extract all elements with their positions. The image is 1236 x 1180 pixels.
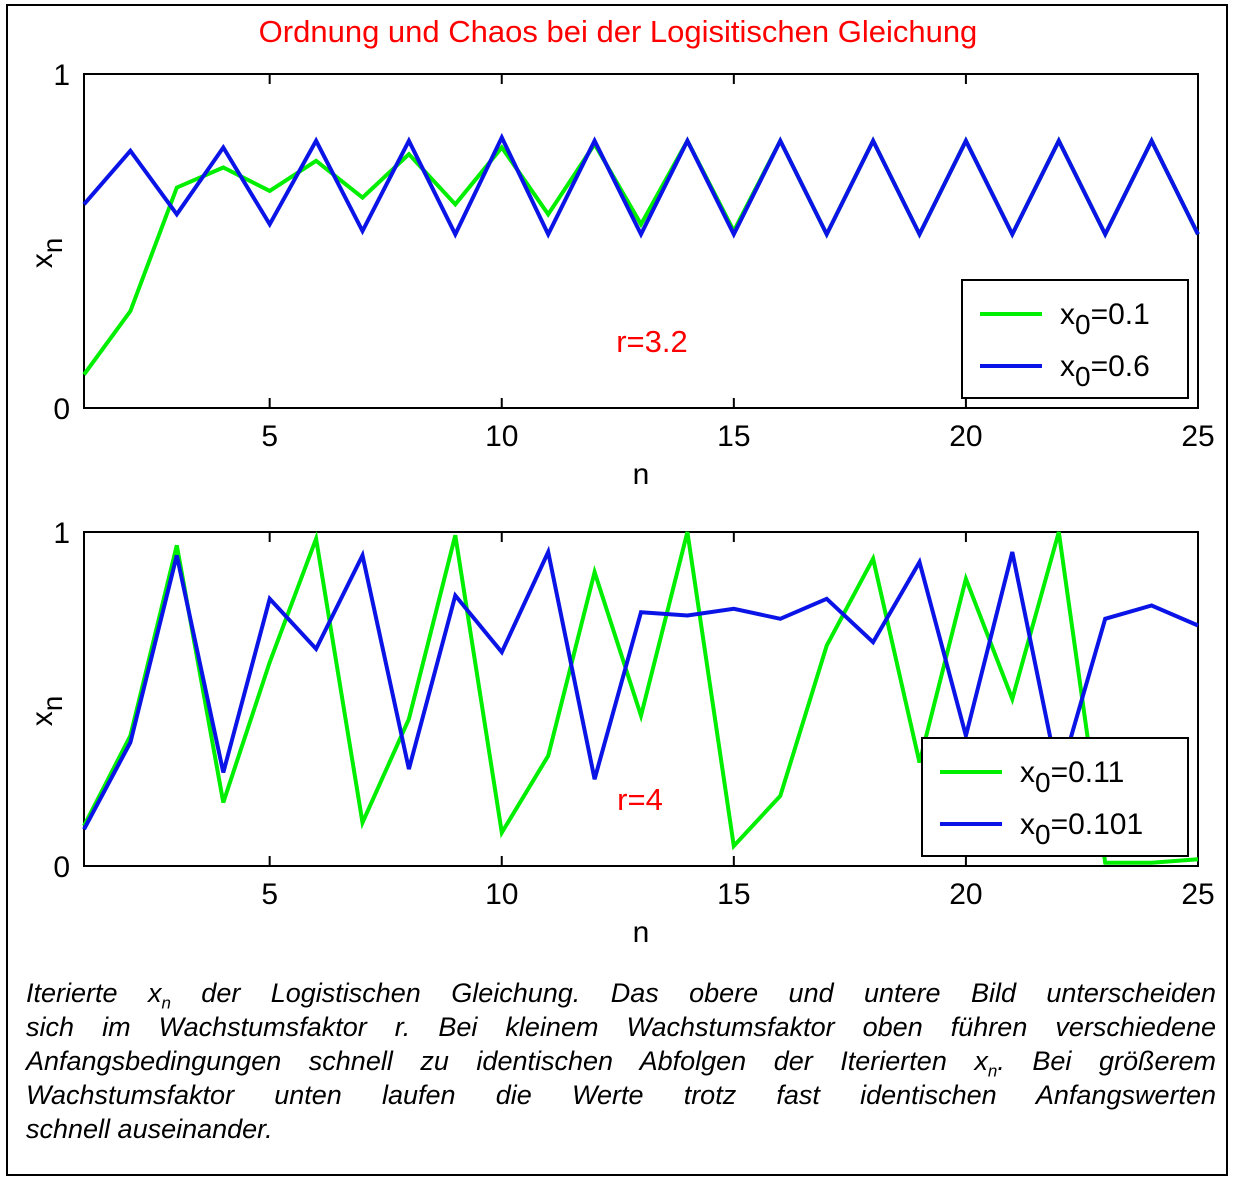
legend-box bbox=[961, 279, 1189, 399]
x-tick-label: 5 bbox=[261, 420, 278, 453]
figure-caption: Iterierte xn der Logistischen Gleichung.… bbox=[26, 976, 1216, 1146]
series-line-2 bbox=[82, 545, 1199, 831]
caption-line: schnell auseinander. bbox=[26, 1114, 273, 1144]
y-tick-label: 1 bbox=[53, 59, 70, 92]
caption-line: Iterierte xn der Logistischen Gleichung.… bbox=[26, 978, 1216, 1013]
x-axis-label: n bbox=[633, 458, 650, 491]
caption-line: Anfangsbedingungen schnell zu identische… bbox=[26, 1046, 1217, 1081]
series-line-1 bbox=[82, 530, 1199, 865]
x-tick-label: 20 bbox=[949, 420, 982, 453]
x-tick-label: 25 bbox=[1181, 420, 1214, 453]
x-axis-label: n bbox=[633, 916, 650, 949]
legend-box bbox=[921, 737, 1189, 857]
y-axis-label: xn bbox=[26, 696, 68, 727]
x-tick-label: 10 bbox=[485, 878, 518, 911]
legend-label-1: x0=0.1 bbox=[1060, 298, 1150, 340]
plot-area-frame bbox=[83, 73, 1199, 409]
x-tick-label: 10 bbox=[485, 420, 518, 453]
plot-area-frame bbox=[83, 531, 1199, 867]
x-tick-label: 20 bbox=[949, 878, 982, 911]
figure-frame bbox=[6, 4, 1228, 1176]
x-tick-label: 15 bbox=[717, 420, 750, 453]
caption-line: Wachstumsfaktor unten laufen die Werte t… bbox=[26, 1080, 1216, 1110]
legend-label-2: x0=0.101 bbox=[1020, 808, 1143, 850]
figure-title: Ordnung und Chaos bei der Logisitischen … bbox=[258, 14, 978, 49]
caption-line: sich im Wachstumsfaktor r. Bei kleinem W… bbox=[26, 1012, 1216, 1042]
r-annotation: r=3.2 bbox=[616, 324, 688, 359]
legend-label-2: x0=0.6 bbox=[1060, 350, 1150, 392]
series-line-2 bbox=[82, 132, 1200, 239]
y-axis-label: xn bbox=[26, 238, 68, 269]
legend: x0=0.11 x0=0.101 bbox=[921, 737, 1189, 857]
legend-label-1: x0=0.11 bbox=[1020, 756, 1124, 798]
x-tick-label: 5 bbox=[261, 878, 278, 911]
r-annotation: r=4 bbox=[617, 782, 663, 817]
y-tick-label: 0 bbox=[53, 393, 70, 426]
chart-panel-2: 5 10 15 20 25 0 1 n xn r=4 x0=0.11 x0=0.101 bbox=[26, 517, 1215, 949]
x-tick-label: 25 bbox=[1181, 878, 1214, 911]
legend: x0=0.1 x0=0.6 bbox=[961, 279, 1189, 399]
y-tick-label: 1 bbox=[53, 517, 70, 550]
chart-panel-1: 5 10 15 20 25 0 1 n xn r=3.2 x0=0.1 x0=0.6 bbox=[26, 59, 1215, 491]
x-tick-label: 15 bbox=[717, 878, 750, 911]
y-tick-label: 0 bbox=[53, 851, 70, 884]
